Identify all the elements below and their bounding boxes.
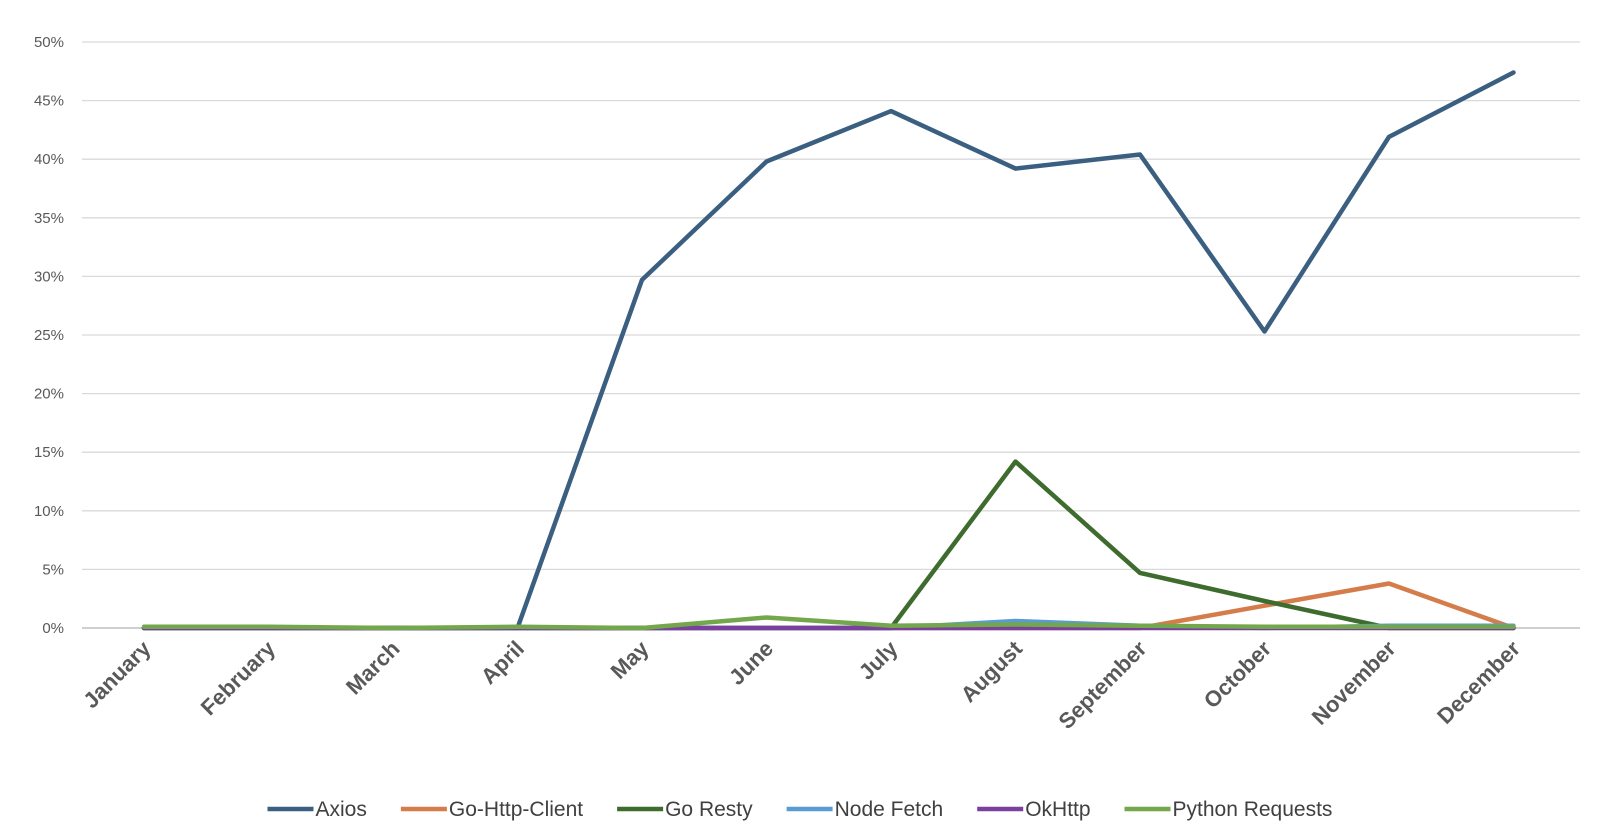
x-tick-label: February xyxy=(196,635,281,720)
x-tick-label: April xyxy=(476,636,529,689)
gridlines xyxy=(82,41,1580,571)
y-tick-label: 45% xyxy=(34,93,64,110)
series-line-axios xyxy=(141,70,1516,631)
x-tick-label: June xyxy=(724,636,778,690)
y-tick-label: 40% xyxy=(34,151,64,168)
legend-item: Go-Http-Client xyxy=(400,798,583,821)
x-tick-label: September xyxy=(1053,636,1151,734)
y-axis-tick-labels: 0% 5% 10% 15% 20% 25% 30% 35% 40% 45% 50% xyxy=(34,34,64,637)
series-line-python-requests xyxy=(141,615,1516,631)
legend-item: Python Requests xyxy=(1124,798,1333,821)
x-tick-label: November xyxy=(1307,636,1401,730)
x-tick-label: December xyxy=(1432,636,1525,729)
y-tick-label: 5% xyxy=(42,561,64,578)
legend-label: Node Fetch xyxy=(835,798,944,821)
legend-label: Python Requests xyxy=(1173,798,1333,821)
y-tick-label: 20% xyxy=(34,386,64,403)
legend-label: Go-Http-Client xyxy=(449,798,583,821)
x-tick-label: July xyxy=(854,635,903,684)
y-tick-label: 25% xyxy=(34,327,64,344)
x-axis-tick-labels: January February March April May June July Augu… xyxy=(78,635,1525,734)
y-tick-label: 30% xyxy=(34,268,64,285)
x-tick-label: May xyxy=(606,635,654,683)
legend-item: Go Resty xyxy=(617,798,753,821)
legend-label: Axios xyxy=(316,798,367,821)
legend: Axios Go-Http-Client Go Resty Node Fetch OkH… xyxy=(267,798,1333,821)
series-lines xyxy=(141,70,1516,631)
legend-item: Node Fetch xyxy=(786,798,944,821)
y-tick-label: 35% xyxy=(34,210,64,227)
legend-label: Go Resty xyxy=(665,798,753,821)
y-tick-label: 50% xyxy=(34,34,64,51)
x-tick-label: October xyxy=(1199,636,1277,714)
legend-item: OkHttp xyxy=(977,798,1091,821)
x-tick-label: January xyxy=(78,635,156,713)
x-tick-label: March xyxy=(341,636,404,699)
legend-item: Axios xyxy=(267,798,367,821)
series-line-go-resty xyxy=(141,459,1516,631)
y-tick-label: 15% xyxy=(34,444,64,461)
y-tick-label: 10% xyxy=(34,503,64,520)
y-tick-label: 0% xyxy=(42,620,64,637)
x-tick-label: August xyxy=(956,635,1028,707)
legend-label: OkHttp xyxy=(1025,798,1090,821)
